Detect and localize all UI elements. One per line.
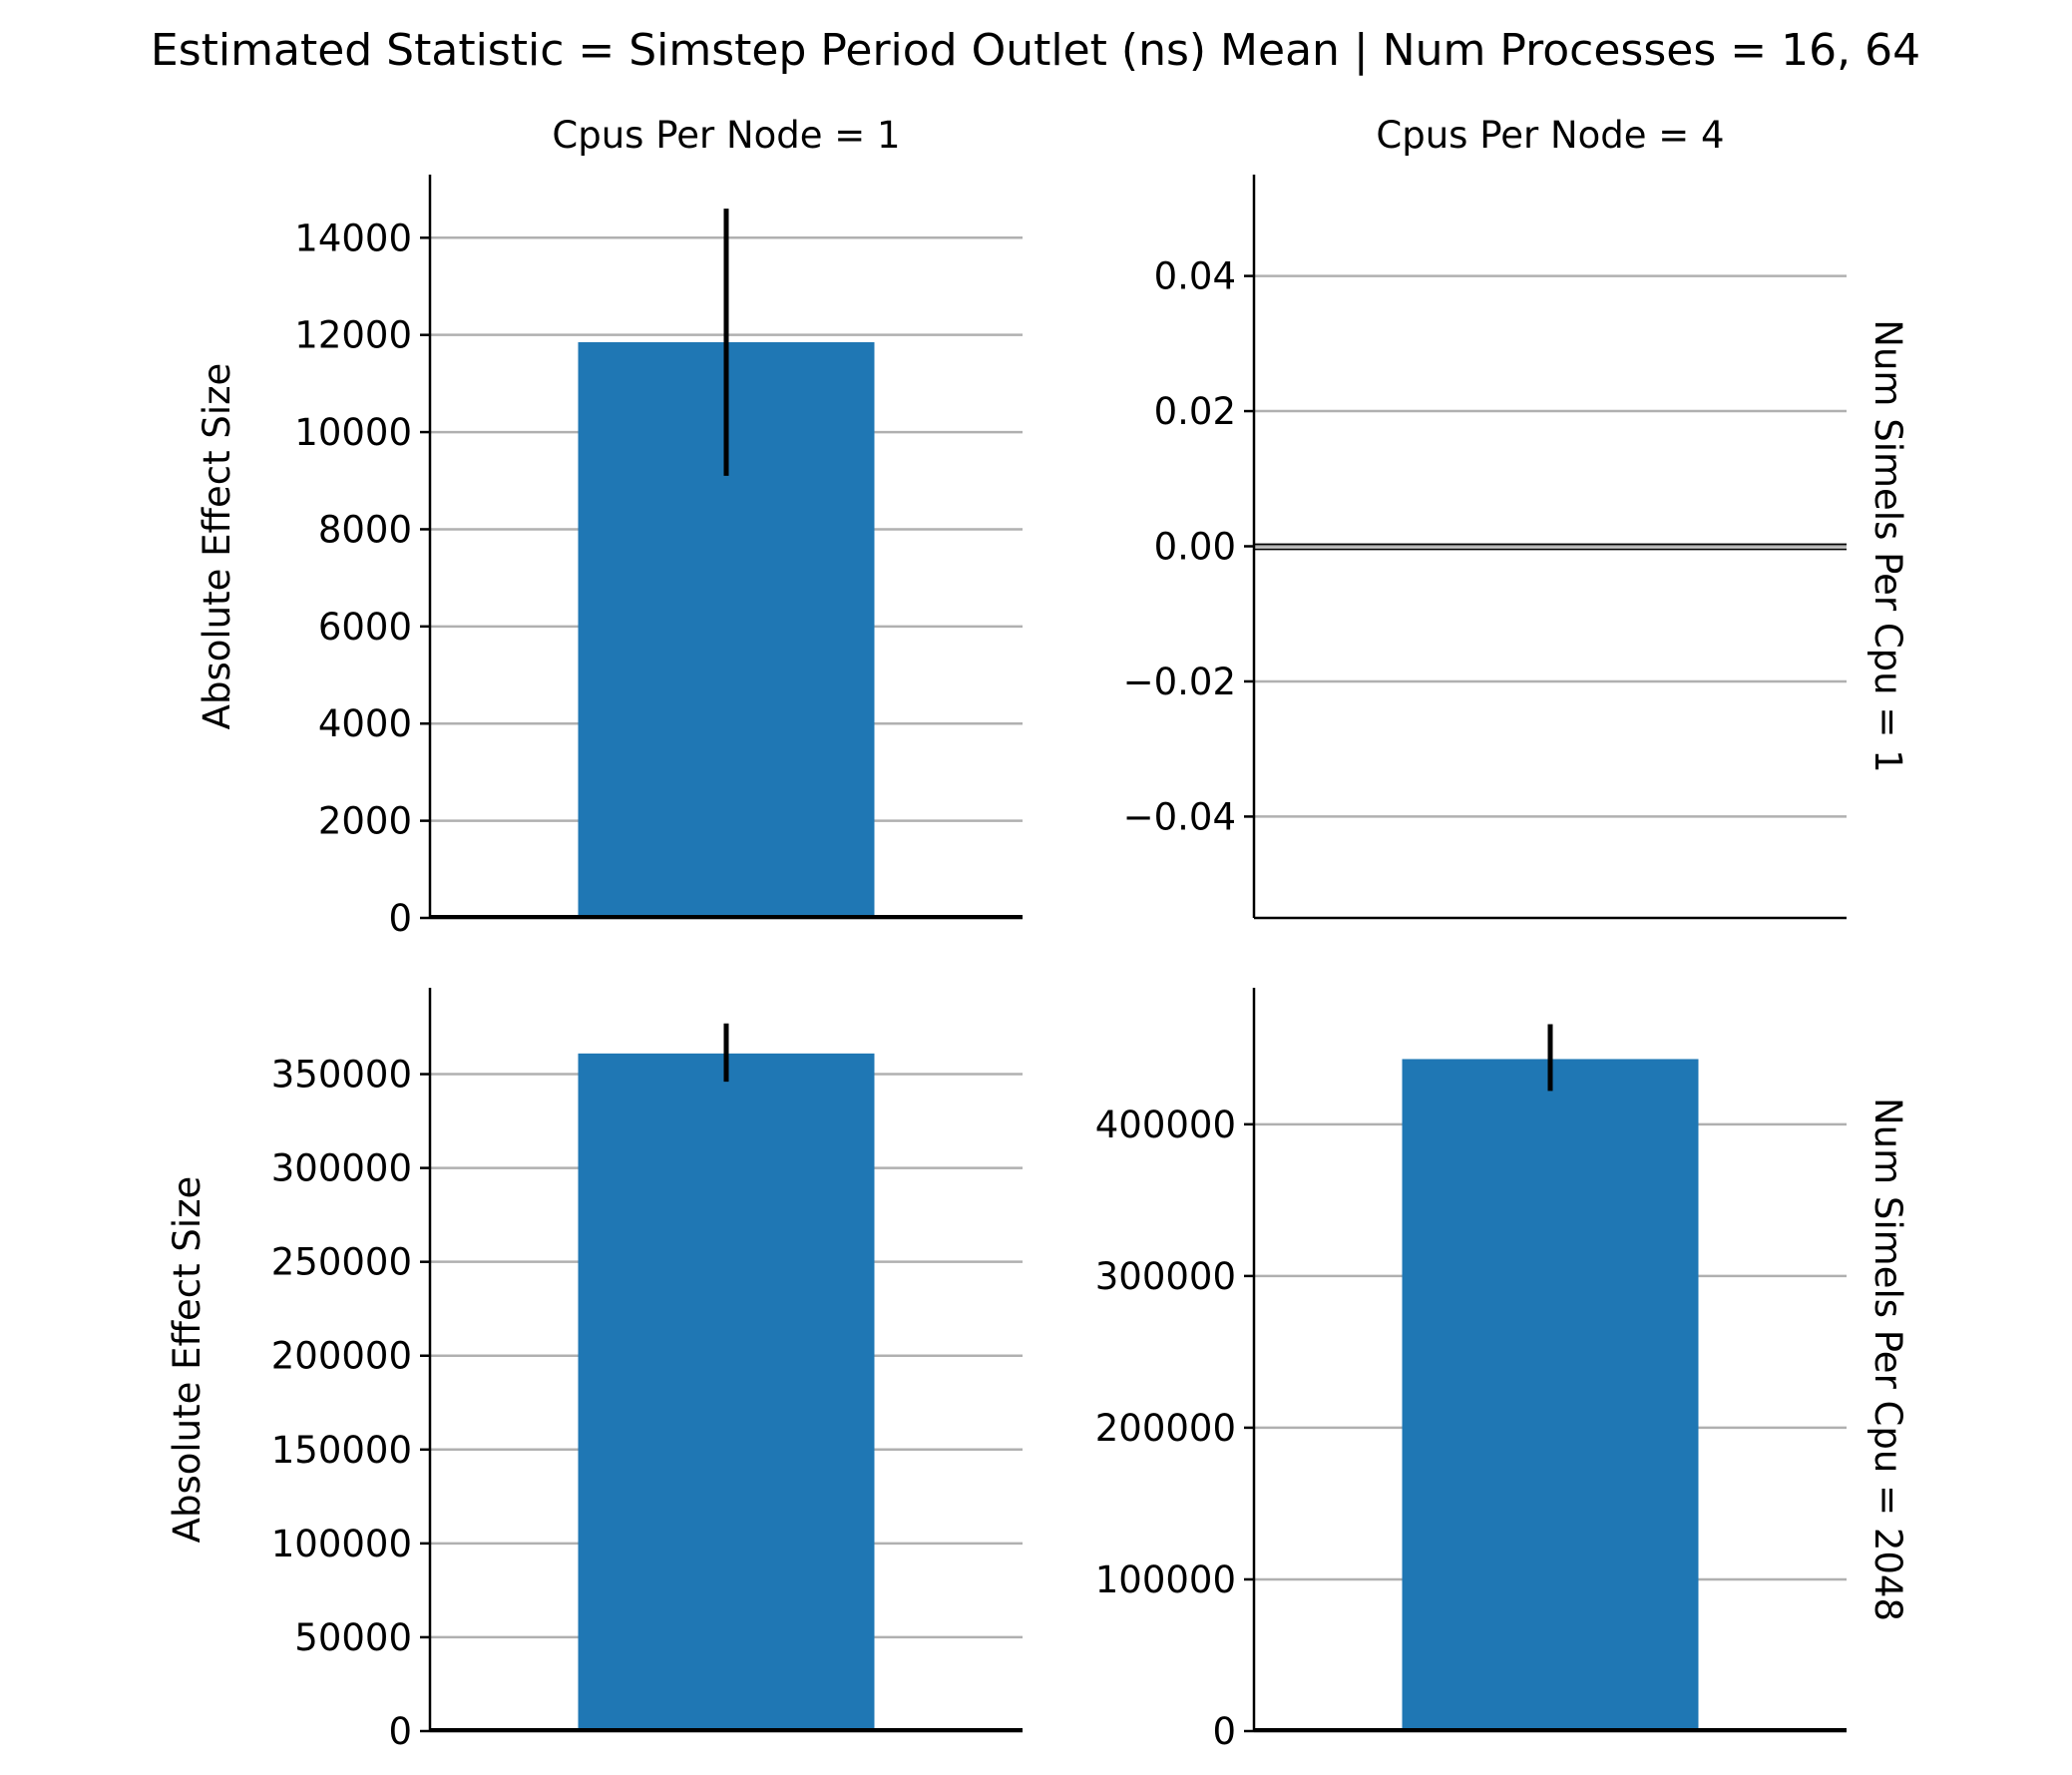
y-tick-label: 0.02 <box>1154 390 1236 433</box>
y-tick-label: 0 <box>388 897 412 940</box>
y-tick-label: 400000 <box>1095 1104 1236 1146</box>
y-tick-label: 100000 <box>271 1523 412 1565</box>
y-tick-label: −0.02 <box>1123 661 1236 703</box>
y-axis-label: Absolute Effect Size <box>196 363 238 730</box>
y-tick-label: 4000 <box>318 702 412 745</box>
y-tick-label: 200000 <box>1095 1407 1236 1450</box>
bar <box>1402 1059 1699 1731</box>
y-tick-label: 0 <box>388 1710 412 1753</box>
y-tick-label: 6000 <box>318 606 412 649</box>
bar <box>578 1053 875 1731</box>
figure-title: Estimated Statistic = Simstep Period Out… <box>151 25 1920 76</box>
y-tick-label: 200000 <box>271 1335 412 1378</box>
y-tick-label: 2000 <box>318 800 412 843</box>
y-tick-label: 300000 <box>271 1147 412 1190</box>
y-tick-label: 12000 <box>294 314 412 357</box>
chart-panel-1: 0 2000 4000 6000 8000 10000 12000 14000 Cpus Per… <box>196 114 1023 940</box>
y-tick-label: −0.04 <box>1123 795 1236 838</box>
chart-panel-3: 0 50000 100000 150000 200000 250000 300000 3500… <box>166 988 1023 1753</box>
chart-panel-4: 0 100000 200000 300000 400000 Num Simels Per … <box>1095 988 1909 1753</box>
y-tick-label: 100000 <box>1095 1558 1236 1601</box>
y-tick-label: 0.00 <box>1154 526 1236 569</box>
y-tick-label: 0.04 <box>1154 255 1236 298</box>
y-tick-label: 350000 <box>271 1054 412 1097</box>
row-title: Num Simels Per Cpu = 1 <box>1866 319 1909 772</box>
chart-panel-2: −0.04 −0.02 0.00 0.02 0.04 Cpus Per Node = 4 N… <box>1123 114 1909 920</box>
y-tick-label: 300000 <box>1095 1255 1236 1298</box>
y-tick-label: 8000 <box>318 508 412 551</box>
y-tick-label: 14000 <box>294 217 412 259</box>
row-title: Num Simels Per Cpu = 2048 <box>1866 1098 1909 1621</box>
column-title: Cpus Per Node = 4 <box>1376 114 1724 157</box>
y-tick-label: 0 <box>1212 1710 1236 1753</box>
y-axis-label: Absolute Effect Size <box>166 1176 208 1544</box>
facet-grid: 0 2000 4000 6000 8000 10000 12000 14000 Cpus Per… <box>166 114 1909 1753</box>
y-tick-label: 250000 <box>271 1241 412 1284</box>
y-tick-label: 50000 <box>294 1616 412 1659</box>
y-tick-label: 150000 <box>271 1429 412 1472</box>
y-tick-label: 10000 <box>294 411 412 454</box>
column-title: Cpus Per Node = 1 <box>552 114 900 157</box>
